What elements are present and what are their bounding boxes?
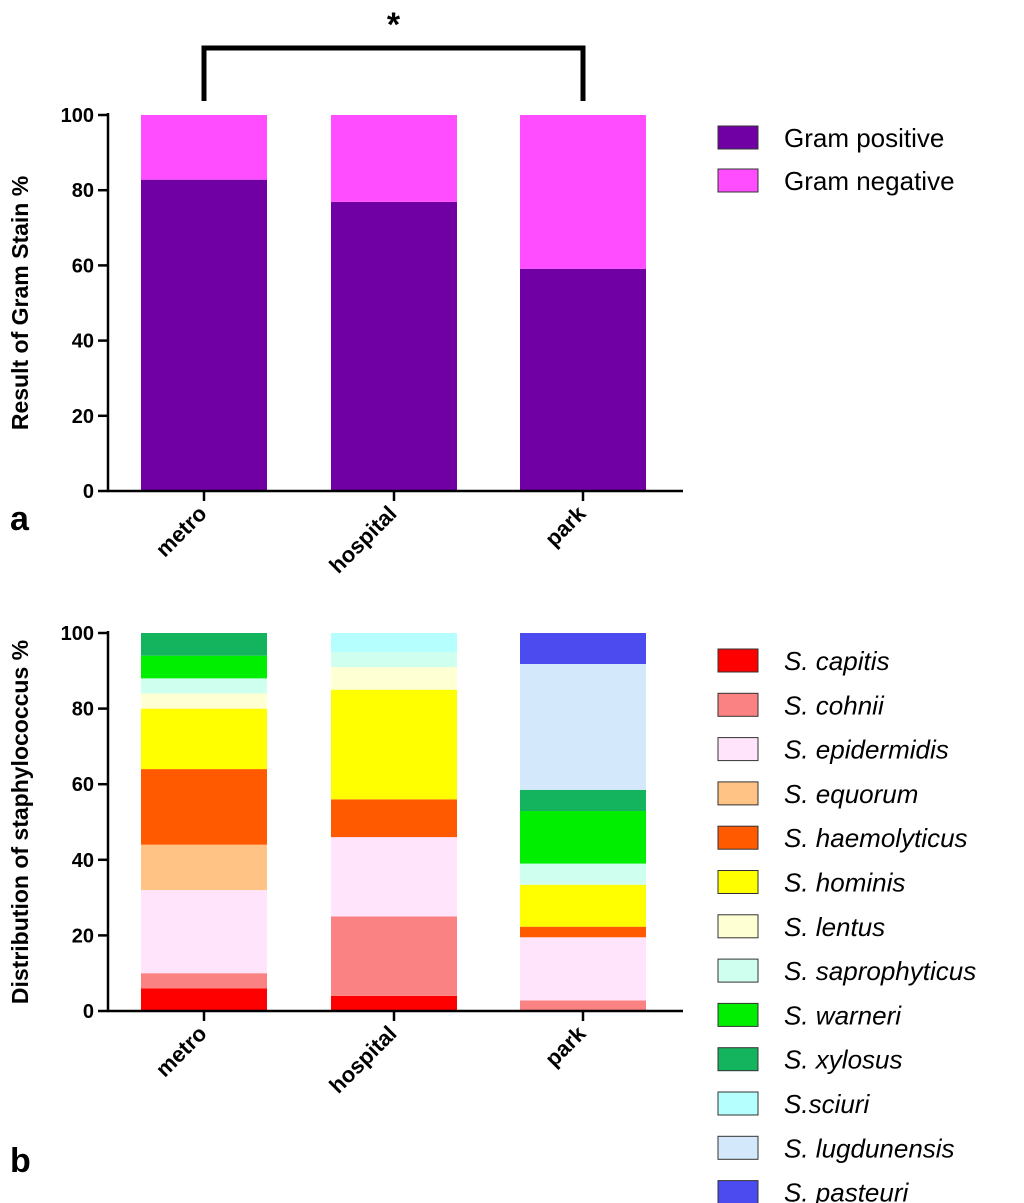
y-tick-label-80: 80 bbox=[72, 699, 94, 721]
legend-label-gram-positive: Gram positive bbox=[784, 123, 944, 153]
y-tick-label-40: 40 bbox=[72, 850, 94, 872]
legend-swatch-s-warneri bbox=[717, 1002, 759, 1027]
legend-swatch-s-hominis bbox=[717, 870, 759, 894]
bar-hospital-s-capitis bbox=[331, 995, 457, 1011]
y-tick-label-0: 0 bbox=[83, 481, 94, 503]
chart-b: 0 20 40 60 80 100 metro hospital park Distributio… bbox=[7, 623, 976, 1203]
bar-park-s-warneri bbox=[520, 811, 646, 864]
bar-hospital-s-haemolyticus bbox=[331, 799, 457, 838]
bar-park-gram-negative bbox=[520, 115, 646, 269]
bar-hospital-gram-negative bbox=[331, 115, 457, 202]
bar-hospital-s-epidermidis bbox=[331, 837, 457, 917]
y-tick-label-60: 60 bbox=[72, 774, 94, 796]
bar-park-s-xylosus bbox=[520, 789, 646, 812]
legend-label-s-cohnii: S. cohnii bbox=[784, 690, 885, 720]
y-axis-title: Result of Gram Stain % bbox=[7, 176, 33, 430]
x-tick-label-park: park bbox=[540, 500, 591, 551]
bar-metro-s-cohnii bbox=[141, 973, 267, 989]
chart-a: 0 20 40 60 80 100 metro hospital park Result of G… bbox=[7, 6, 955, 578]
bar-park-gram-positive bbox=[520, 268, 646, 491]
legend-label-s-epidermidis: S. epidermidis bbox=[784, 735, 949, 765]
bar-hospital-s-hominis bbox=[331, 689, 457, 800]
x-tick-label-hospital: hospital bbox=[324, 1021, 401, 1098]
legend-label-s-equorum: S. equorum bbox=[784, 779, 918, 809]
legend-swatch-s-cohnii bbox=[717, 692, 759, 717]
bar-park-s-epidermidis bbox=[520, 937, 646, 1001]
significance-bracket bbox=[201, 45, 586, 101]
legend-swatch-gram-positive bbox=[717, 125, 759, 150]
legend-label-gram-negative: Gram negative bbox=[784, 166, 955, 196]
y-tick-label-20: 20 bbox=[72, 406, 94, 428]
bar-metro-s-equorum bbox=[141, 844, 267, 891]
bar-metro-s-hominis bbox=[141, 708, 267, 770]
y-tick-label-80: 80 bbox=[72, 180, 94, 202]
legend-swatch-s-equorum bbox=[717, 781, 759, 806]
legend-label-s-pasteuri: S. pasteuri bbox=[784, 1178, 910, 1203]
legend-label-s-xylosus: S. xylosus bbox=[784, 1045, 903, 1075]
bar-park-s-saprophyticus bbox=[520, 863, 646, 885]
legend-swatch-s-xylosus bbox=[717, 1047, 759, 1072]
legend-swatch-s-epidermidis bbox=[717, 737, 759, 762]
y-tick-label-20: 20 bbox=[72, 925, 94, 947]
legend-swatch-s-pasteuri bbox=[717, 1180, 759, 1203]
bar-metro-s-warneri bbox=[141, 655, 267, 679]
bar-metro-gram-negative bbox=[141, 115, 267, 180]
legend-label-s-capitis: S. capitis bbox=[784, 646, 890, 676]
legend-swatch-s-saprophyticus bbox=[717, 958, 759, 983]
y-tick-label-100: 100 bbox=[61, 623, 94, 645]
bar-park-s-pasteuri bbox=[520, 633, 646, 664]
bar-metro-gram-positive bbox=[141, 179, 267, 491]
legend-swatch-s-lentus bbox=[717, 914, 759, 939]
y-tick-label-40: 40 bbox=[72, 331, 94, 353]
legend-label-s-saprophyticus: S. saprophyticus bbox=[784, 956, 976, 986]
legend-swatch-s-sciuri bbox=[717, 1091, 759, 1116]
y-axis-title: Distribution of staphylococcus % bbox=[7, 640, 33, 1004]
bar-metro-s-haemolyticus bbox=[141, 769, 267, 845]
bar-hospital-gram-positive bbox=[331, 201, 457, 491]
bar-park-s-hominis bbox=[520, 884, 646, 927]
x-tick-label-metro: metro bbox=[151, 501, 212, 562]
bar-metro-s-saprophyticus bbox=[141, 678, 267, 694]
bar-hospital-s-lentus bbox=[331, 667, 457, 690]
legend-swatch-s-haemolyticus bbox=[717, 825, 759, 850]
bar-metro-s-epidermidis bbox=[141, 890, 267, 974]
significance-marker: * bbox=[387, 6, 401, 44]
x-tick-label-park: park bbox=[540, 1020, 591, 1071]
bar-park-s-haemolyticus bbox=[520, 926, 646, 938]
bar-hospital-s-sciuri bbox=[331, 633, 457, 652]
bar-hospital-s-saprophyticus bbox=[331, 651, 457, 668]
bar-metro-s-lentus bbox=[141, 693, 267, 709]
bar-hospital-s-cohnii bbox=[331, 916, 457, 996]
panel-label-a: a bbox=[10, 500, 30, 538]
y-tick-label-60: 60 bbox=[72, 255, 94, 277]
panel-label-b: b bbox=[10, 1142, 31, 1180]
x-tick-label-hospital: hospital bbox=[324, 501, 401, 578]
legend-swatch-s-capitis bbox=[717, 648, 759, 673]
bar-park-s-lugdunensis bbox=[520, 663, 646, 790]
legend-label-s-warneri: S. warneri bbox=[784, 1000, 902, 1030]
legend-label-s-hominis: S. hominis bbox=[784, 868, 905, 898]
legend-label-s-sciuri: S.sciuri bbox=[784, 1089, 870, 1119]
legend-swatch-s-lugdunensis bbox=[717, 1135, 759, 1160]
y-tick-label-100: 100 bbox=[61, 105, 94, 127]
bar-park-s-cohnii bbox=[520, 1000, 646, 1011]
bar-metro-s-xylosus bbox=[141, 633, 267, 656]
bar-metro-s-capitis bbox=[141, 988, 267, 1011]
legend-label-s-lentus: S. lentus bbox=[784, 912, 885, 942]
legend-label-s-haemolyticus: S. haemolyticus bbox=[784, 823, 968, 853]
y-tick-label-0: 0 bbox=[83, 1001, 94, 1023]
legend-swatch-gram-negative bbox=[717, 168, 759, 193]
legend-label-s-lugdunensis: S. lugdunensis bbox=[784, 1133, 955, 1163]
x-tick-label-metro: metro bbox=[151, 1021, 212, 1082]
